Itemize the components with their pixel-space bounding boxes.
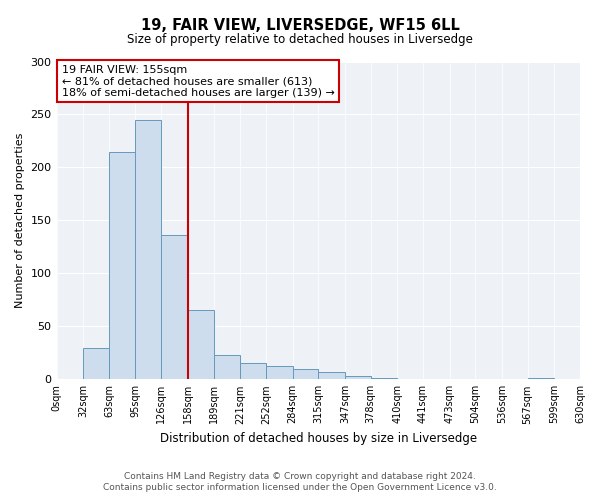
Bar — [83, 348, 109, 380]
Bar — [240, 364, 266, 380]
Text: 19 FAIR VIEW: 155sqm
← 81% of detached houses are smaller (613)
18% of semi-deta: 19 FAIR VIEW: 155sqm ← 81% of detached h… — [62, 64, 335, 98]
Bar — [371, 378, 397, 380]
Text: 19, FAIR VIEW, LIVERSEDGE, WF15 6LL: 19, FAIR VIEW, LIVERSEDGE, WF15 6LL — [140, 18, 460, 32]
X-axis label: Distribution of detached houses by size in Liversedge: Distribution of detached houses by size … — [160, 432, 477, 445]
Text: Contains HM Land Registry data © Crown copyright and database right 2024.
Contai: Contains HM Land Registry data © Crown c… — [103, 472, 497, 492]
Bar — [318, 372, 345, 380]
Bar — [293, 368, 318, 380]
Bar — [109, 152, 136, 380]
Bar — [188, 310, 214, 380]
Bar — [161, 235, 188, 380]
Bar — [136, 120, 161, 380]
Bar — [345, 376, 371, 380]
Y-axis label: Number of detached properties: Number of detached properties — [15, 132, 25, 308]
Bar — [527, 378, 554, 380]
Bar — [266, 366, 293, 380]
Text: Size of property relative to detached houses in Liversedge: Size of property relative to detached ho… — [127, 32, 473, 46]
Bar — [214, 355, 240, 380]
